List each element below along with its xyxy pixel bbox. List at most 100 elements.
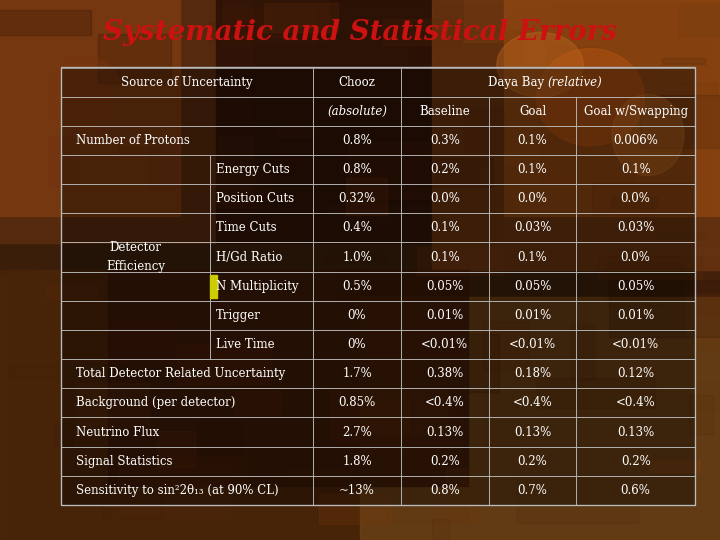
Bar xyxy=(643,215,720,245)
Text: Number of Protons: Number of Protons xyxy=(76,134,190,147)
Text: 0.0%: 0.0% xyxy=(621,251,651,264)
Bar xyxy=(636,159,712,170)
Bar xyxy=(592,183,693,215)
Text: Source of Uncertainty: Source of Uncertainty xyxy=(122,76,253,89)
Bar xyxy=(101,124,161,140)
Bar xyxy=(489,476,577,505)
Bar xyxy=(210,213,313,242)
Bar xyxy=(148,136,253,187)
Text: 0.01%: 0.01% xyxy=(514,309,552,322)
Text: 0.13%: 0.13% xyxy=(617,426,654,438)
Bar xyxy=(210,274,217,298)
Bar xyxy=(577,417,695,447)
Bar xyxy=(649,460,700,471)
Bar xyxy=(341,401,457,449)
Bar xyxy=(489,301,577,330)
Text: 1.8%: 1.8% xyxy=(342,455,372,468)
Bar xyxy=(577,126,695,155)
Bar xyxy=(464,106,504,151)
Text: 1.7%: 1.7% xyxy=(342,367,372,380)
Bar xyxy=(50,137,72,186)
Bar xyxy=(0,0,180,216)
Bar xyxy=(577,242,695,272)
Bar xyxy=(432,0,720,270)
Text: 0.05%: 0.05% xyxy=(514,280,552,293)
Bar xyxy=(208,22,328,43)
Text: Systematic and Statistical Errors: Systematic and Statistical Errors xyxy=(103,19,617,46)
Bar xyxy=(689,395,714,434)
Text: 0.05%: 0.05% xyxy=(617,280,654,293)
Text: 0.18%: 0.18% xyxy=(514,367,551,380)
Bar xyxy=(223,8,316,45)
Text: H/Gd Ratio: H/Gd Ratio xyxy=(216,251,283,264)
Bar xyxy=(489,417,577,447)
Bar xyxy=(489,213,577,242)
Text: 0%: 0% xyxy=(348,309,366,322)
Bar xyxy=(468,334,500,392)
Bar xyxy=(401,447,489,476)
Bar xyxy=(61,330,210,359)
Text: Trigger: Trigger xyxy=(216,309,261,322)
Text: 0.12%: 0.12% xyxy=(617,367,654,380)
Bar xyxy=(611,390,695,396)
Bar xyxy=(489,155,577,184)
Bar xyxy=(464,0,552,42)
Bar xyxy=(313,184,401,213)
Bar xyxy=(401,330,489,359)
Text: 1.0%: 1.0% xyxy=(342,251,372,264)
Text: 0.6%: 0.6% xyxy=(621,484,651,497)
Bar xyxy=(313,476,401,505)
Bar xyxy=(577,476,695,505)
Bar xyxy=(61,476,313,505)
Bar xyxy=(216,0,504,243)
Bar xyxy=(662,58,705,64)
Bar xyxy=(313,97,401,126)
Text: 0.3%: 0.3% xyxy=(430,134,460,147)
Bar xyxy=(283,470,351,478)
Bar xyxy=(61,68,313,97)
Bar xyxy=(541,135,634,182)
Bar xyxy=(264,3,338,32)
Bar xyxy=(504,0,720,216)
Bar xyxy=(235,392,282,414)
Bar xyxy=(489,330,577,359)
Bar xyxy=(346,178,387,215)
Text: 0.2%: 0.2% xyxy=(518,455,547,468)
Bar xyxy=(489,242,577,272)
Ellipse shape xyxy=(497,32,583,97)
Text: 0.2%: 0.2% xyxy=(430,455,459,468)
Bar xyxy=(313,301,401,330)
Bar xyxy=(577,213,695,242)
Text: (relative): (relative) xyxy=(548,76,603,89)
Bar xyxy=(325,254,386,261)
Text: 0.8%: 0.8% xyxy=(342,134,372,147)
Bar xyxy=(485,387,518,446)
Text: 0.05%: 0.05% xyxy=(426,280,464,293)
Bar xyxy=(577,184,695,213)
Bar xyxy=(401,417,489,447)
Bar xyxy=(215,165,270,207)
Text: 0.0%: 0.0% xyxy=(518,192,547,205)
Text: Daya Bay: Daya Bay xyxy=(488,76,548,89)
Text: <0.01%: <0.01% xyxy=(612,338,660,351)
Bar xyxy=(598,256,702,279)
Text: Position Cuts: Position Cuts xyxy=(216,192,294,205)
Text: 2.7%: 2.7% xyxy=(342,426,372,438)
Bar xyxy=(81,320,176,365)
Bar xyxy=(401,476,489,505)
Text: 0.0%: 0.0% xyxy=(621,192,651,205)
Text: Baseline: Baseline xyxy=(420,105,470,118)
Ellipse shape xyxy=(50,57,122,138)
Bar xyxy=(401,359,489,388)
Text: 0.1%: 0.1% xyxy=(430,221,459,234)
Bar xyxy=(61,213,210,242)
Bar xyxy=(0,255,35,273)
Bar xyxy=(401,242,489,272)
Bar xyxy=(119,463,230,517)
Bar xyxy=(102,475,163,518)
Bar xyxy=(348,143,429,199)
Bar xyxy=(276,127,315,137)
Bar xyxy=(517,476,638,523)
Text: 0%: 0% xyxy=(348,338,366,351)
Bar xyxy=(76,383,150,427)
